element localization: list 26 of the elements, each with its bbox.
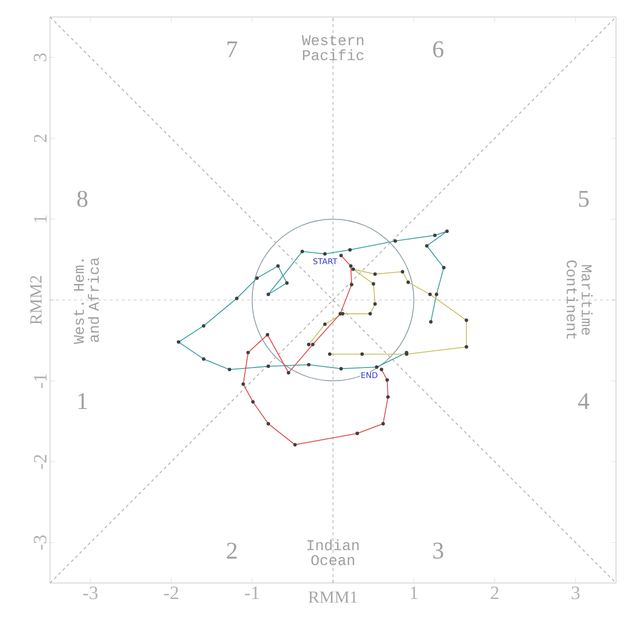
x-axis-title: RMM1 (308, 591, 357, 603)
annotation: Indian Ocean (308, 539, 359, 566)
annotation: West. Hem. and Africa (74, 258, 99, 344)
y-tick-label: -3 (34, 535, 46, 550)
x-tick-label: -1 (244, 586, 259, 600)
y-tick-label: 3 (34, 53, 46, 62)
annotation: 3 (433, 542, 444, 559)
annotation: Western Pacific (302, 35, 364, 60)
x-tick-label: -2 (164, 586, 178, 600)
x-tick-label: 1 (410, 586, 418, 600)
annotation: Maritime Continent (566, 260, 593, 339)
y-axis-title: RMM2 (30, 276, 42, 324)
y-tick-label: 1 (34, 216, 46, 222)
x-tick-label: 3 (572, 586, 580, 600)
y-tick-label: -1 (34, 374, 46, 388)
annotation: 5 (579, 190, 589, 207)
annotation: 7 (228, 42, 238, 58)
y-tick-label: 2 (34, 134, 46, 142)
annotation: 8 (77, 190, 88, 207)
x-tick-label: -3 (83, 586, 98, 600)
y-tick-label: -2 (34, 454, 46, 469)
annotation: 6 (433, 41, 444, 58)
annotation: 2 (227, 542, 237, 559)
annotation: 1 (78, 393, 87, 409)
annotation: 4 (578, 393, 590, 409)
x-tick-label: 2 (490, 586, 498, 600)
